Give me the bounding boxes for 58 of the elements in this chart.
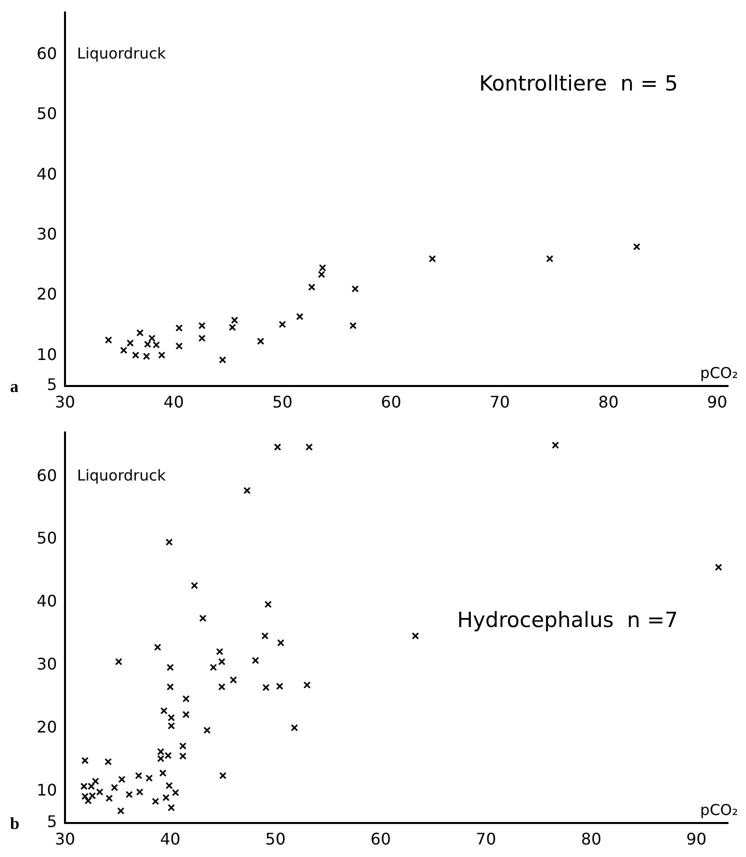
- point: [198, 322, 206, 330]
- y-tick-label: 20: [36, 284, 57, 304]
- x-axis-title: pCO₂: [700, 801, 738, 820]
- y-tick-label: 50: [36, 528, 57, 548]
- point: [152, 341, 160, 348]
- point: [126, 339, 134, 347]
- x-tick-label: 90: [706, 392, 728, 412]
- point: [136, 329, 144, 336]
- point: [104, 336, 112, 344]
- point: [198, 334, 206, 342]
- point: [546, 255, 554, 262]
- point: [175, 342, 183, 350]
- point: [308, 283, 316, 291]
- y-tick-label: 10: [36, 780, 57, 800]
- point: [218, 356, 226, 364]
- y-tick-label: 40: [36, 592, 57, 611]
- x-tick-label: 80: [581, 830, 602, 849]
- y-axis-title: Liquordruck: [77, 466, 166, 485]
- point: [428, 255, 436, 262]
- x-tick-label: 40: [160, 830, 180, 849]
- y-tick-label: 5: [46, 374, 57, 394]
- point: [349, 322, 357, 330]
- text: a: [10, 377, 19, 396]
- text: b: [10, 814, 20, 834]
- x-tick-label: 70: [476, 830, 496, 849]
- point: [278, 320, 286, 328]
- point: [296, 312, 304, 320]
- point: [144, 340, 152, 348]
- text: Hydrocephalus n =7: [457, 608, 678, 632]
- y-axis-title: Liquordruck: [77, 44, 166, 63]
- point: [120, 346, 128, 354]
- text: Kontrolltiere n = 5: [479, 71, 678, 96]
- x-tick-label: 50: [272, 392, 293, 412]
- point: [175, 324, 183, 332]
- y-tick-label: 5: [46, 812, 57, 831]
- x-axis-title: pCO₂: [700, 364, 738, 382]
- x-tick-label: 70: [490, 392, 510, 412]
- x-tick-label: 60: [380, 392, 402, 412]
- x-tick-label: 80: [598, 392, 619, 412]
- x-tick-label: 90: [686, 830, 707, 849]
- x-tick-label: 50: [265, 830, 286, 849]
- y-tick-label: 20: [36, 718, 57, 737]
- point: [132, 351, 140, 359]
- y-tick-label: 50: [36, 104, 57, 124]
- y-tick-label: 30: [36, 654, 57, 674]
- x-tick-label: 40: [164, 392, 184, 412]
- x-tick-label: 60: [370, 830, 391, 849]
- point: [142, 352, 150, 360]
- y-tick-label: 30: [36, 224, 57, 244]
- point: [257, 338, 264, 345]
- point: [148, 334, 156, 342]
- y-tick-label: 60: [36, 44, 57, 63]
- point: [352, 285, 359, 293]
- y-tick-label: 40: [36, 164, 57, 184]
- point: [633, 243, 640, 250]
- y-tick-label: 60: [36, 466, 57, 485]
- point: [158, 351, 166, 359]
- y-tick-label: 10: [36, 344, 57, 364]
